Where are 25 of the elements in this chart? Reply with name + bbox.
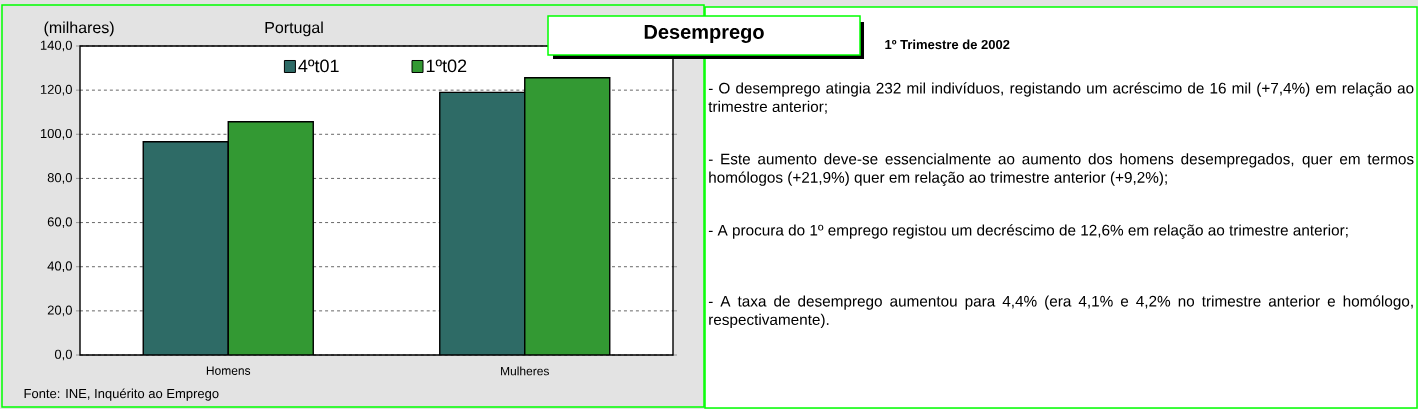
- bar: [142, 141, 229, 355]
- bar: [227, 121, 314, 355]
- text: Desemprego: [644, 25, 764, 43]
- y-tick-label: 80,0: [47, 173, 72, 184]
- text: - Este aumento deve-se essencialmente ao aumento dos homens desempregados, quer em termos homólogos (+21,9%) quer em relação ao trimestre anterior (+9,2%);: [708, 153, 1414, 186]
- text: - A taxa de desemprego aumentou para 4,4% (era 4,1% e 4,2% no trimestre anterior e homólogo, respectivamente).: [708, 295, 1413, 329]
- source-note: Fonte: INE, Inquérito ao Emprego: [24, 388, 219, 401]
- y-tick-label: 140,0: [40, 40, 72, 52]
- bar: [524, 77, 611, 355]
- text: - O desemprego atingia 232 mil indivíduos, registando um acréscimo de 16 mil (+7,4%) em relação ao trimestre anterior;: [708, 82, 1414, 114]
- y-tick-label: 120,0: [40, 84, 72, 96]
- x-tick-label: Homens: [206, 366, 251, 375]
- text: 1º Trimestre de 2002: [885, 39, 1010, 50]
- y-tick-label: 100,0: [40, 128, 72, 140]
- chart-title: Portugal: [265, 21, 323, 37]
- y-tick-label: 40,0: [47, 261, 72, 273]
- bar: [439, 91, 526, 355]
- y-tick-label: 20,0: [47, 305, 72, 317]
- y-tick-label: 60,0: [47, 217, 72, 228]
- legend-label: 4ºt01: [298, 59, 339, 73]
- text: - A procura do 1º emprego registou um decréscimo de 12,6% em relação ao trimestre anterior;: [708, 224, 1348, 239]
- x-tick-label: Mulheres: [501, 366, 549, 376]
- y-tick-label: 0,0: [54, 349, 72, 361]
- legend-label: 1ºt02: [426, 59, 467, 73]
- y-axis-title: (milhares): [44, 21, 114, 37]
